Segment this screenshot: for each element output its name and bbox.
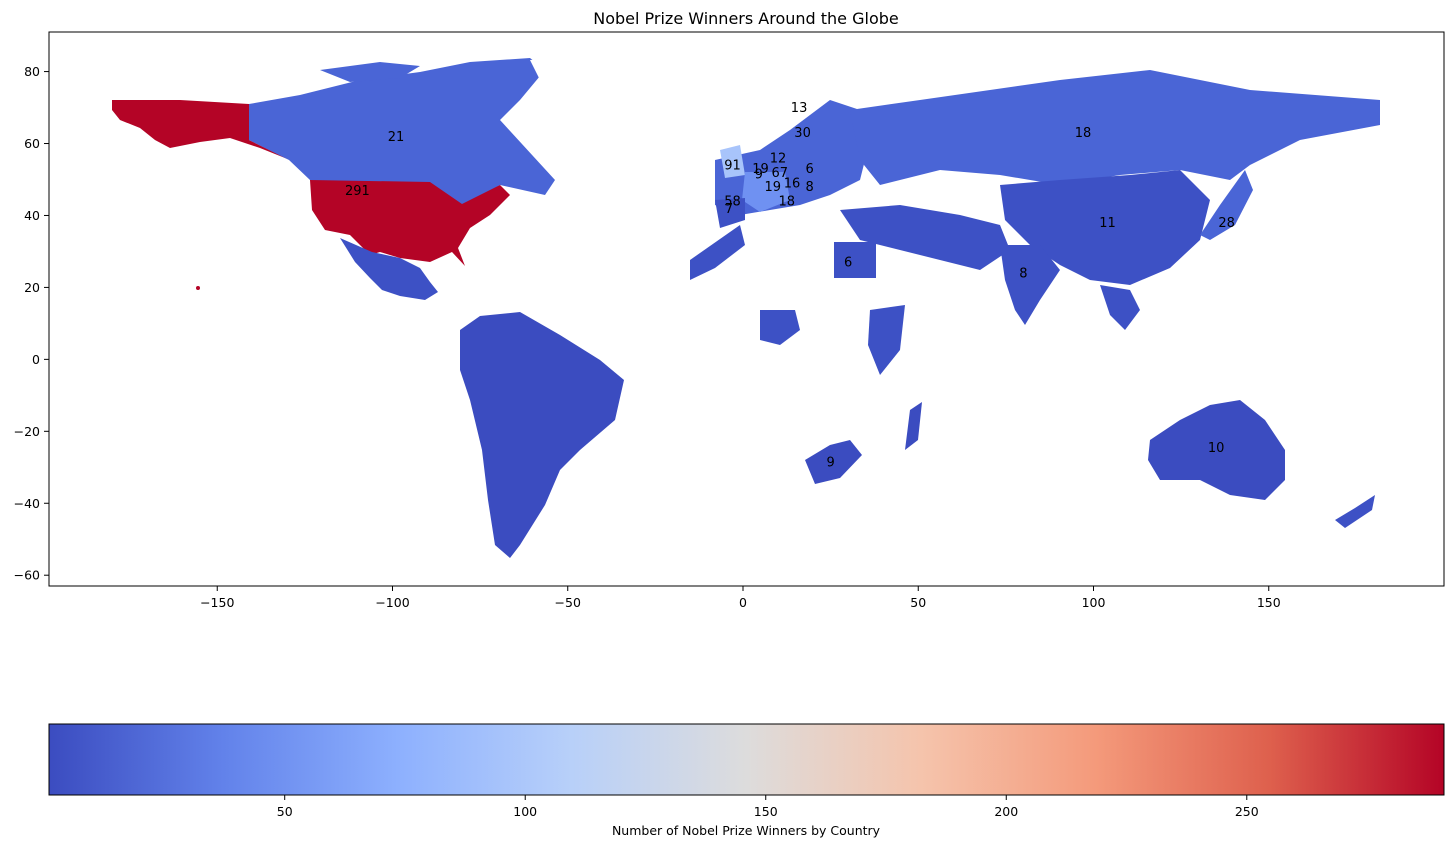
- country-value-label: 6: [844, 256, 852, 271]
- country-mexico: [340, 238, 438, 300]
- country-value-label: 19: [765, 180, 782, 195]
- country-value-label: 7: [725, 202, 733, 217]
- colorbar-tick-label: 50: [277, 804, 293, 819]
- x-tick-label: 100: [1082, 595, 1106, 610]
- colorbar-tick-label: 200: [994, 804, 1018, 819]
- country-usa: [310, 180, 510, 266]
- y-tick-label: 40: [24, 208, 40, 223]
- country-value-label: 91: [724, 159, 741, 174]
- colorbar: 50 100 150 200 250 Number of Nobel Prize Win…: [48, 723, 1445, 838]
- colorbar-label: Number of Nobel Prize Winners by Country: [612, 823, 881, 838]
- country-value-label: 21: [388, 130, 405, 145]
- country-new-zealand: [1335, 495, 1375, 528]
- y-tick-label: −60: [14, 568, 40, 583]
- country-value-label: 67: [772, 166, 789, 181]
- country-value-label: 16: [784, 177, 801, 192]
- country-hawaii: [196, 286, 200, 290]
- colorbar-ticks: 50 100 150 200 250: [277, 795, 1259, 819]
- country-value-label: 10: [1208, 441, 1225, 456]
- y-tick-label: 20: [24, 280, 40, 295]
- x-tick-label: −50: [555, 595, 581, 610]
- country-alaska: [112, 100, 290, 160]
- country-value-label: 9: [826, 455, 834, 470]
- continent-africa-central: [760, 310, 800, 345]
- country-value-label: 6: [805, 162, 813, 177]
- plot-frame: [48, 31, 1445, 587]
- country-france: [742, 172, 790, 212]
- continent-africa-west: [690, 225, 745, 280]
- country-australia: [1148, 400, 1285, 500]
- country-value-label: 8: [1019, 267, 1027, 282]
- y-tick-label: −20: [14, 424, 40, 439]
- country-south-africa: [805, 440, 862, 484]
- country-value-label: 8: [805, 180, 813, 195]
- x-tick-label: 0: [739, 595, 747, 610]
- x-tick-label: −150: [200, 595, 234, 610]
- colorbar-tick-label: 250: [1235, 804, 1259, 819]
- country-iberia: [715, 198, 745, 228]
- country-madagascar: [905, 402, 922, 450]
- country-value-label: 18: [779, 195, 796, 210]
- map-landmasses: [112, 58, 1380, 558]
- y-tick-label: 0: [32, 352, 40, 367]
- y-tick-label: 80: [24, 64, 40, 79]
- continent-south-america: [460, 312, 624, 558]
- colorbar-tick-label: 150: [754, 804, 778, 819]
- country-value-label: 18: [1075, 126, 1092, 141]
- x-axis: −150 −100 −50 0 50 100 150: [200, 586, 1281, 610]
- country-value-label: 58: [724, 195, 741, 210]
- country-value-label: 19: [752, 162, 769, 177]
- country-value-label: 30: [794, 126, 811, 141]
- country-canada: [249, 58, 555, 210]
- colorbar-tick-label: 100: [513, 804, 537, 819]
- map-title: Nobel Prize Winners Around the Globe: [593, 9, 899, 28]
- country-uk: [720, 145, 745, 178]
- country-canada-islands: [320, 62, 420, 82]
- country-value-label: 291: [345, 184, 370, 199]
- colorbar-gradient: [48, 723, 1445, 796]
- country-value-label: 9: [755, 168, 763, 183]
- country-value-label: 28: [1218, 216, 1235, 231]
- x-tick-label: −100: [375, 595, 409, 610]
- country-india: [1000, 245, 1060, 325]
- x-tick-label: 150: [1257, 595, 1281, 610]
- country-value-label: 13: [791, 101, 808, 116]
- y-tick-label: −40: [14, 496, 40, 511]
- country-japan: [1200, 170, 1253, 240]
- region-se-asia: [1100, 285, 1140, 330]
- country-value-label: 11: [1099, 216, 1116, 231]
- y-axis: −60 −40 −20 0 20 40 60 80: [14, 64, 49, 583]
- y-tick-label: 60: [24, 136, 40, 151]
- country-egypt: [834, 242, 876, 278]
- country-russia: [850, 70, 1380, 185]
- continent-africa-east: [868, 305, 905, 375]
- country-greenland: [530, 58, 640, 130]
- region-middle-east: [840, 205, 1010, 270]
- x-tick-label: 50: [910, 595, 926, 610]
- country-china: [1000, 170, 1210, 285]
- country-value-label: 12: [770, 151, 787, 166]
